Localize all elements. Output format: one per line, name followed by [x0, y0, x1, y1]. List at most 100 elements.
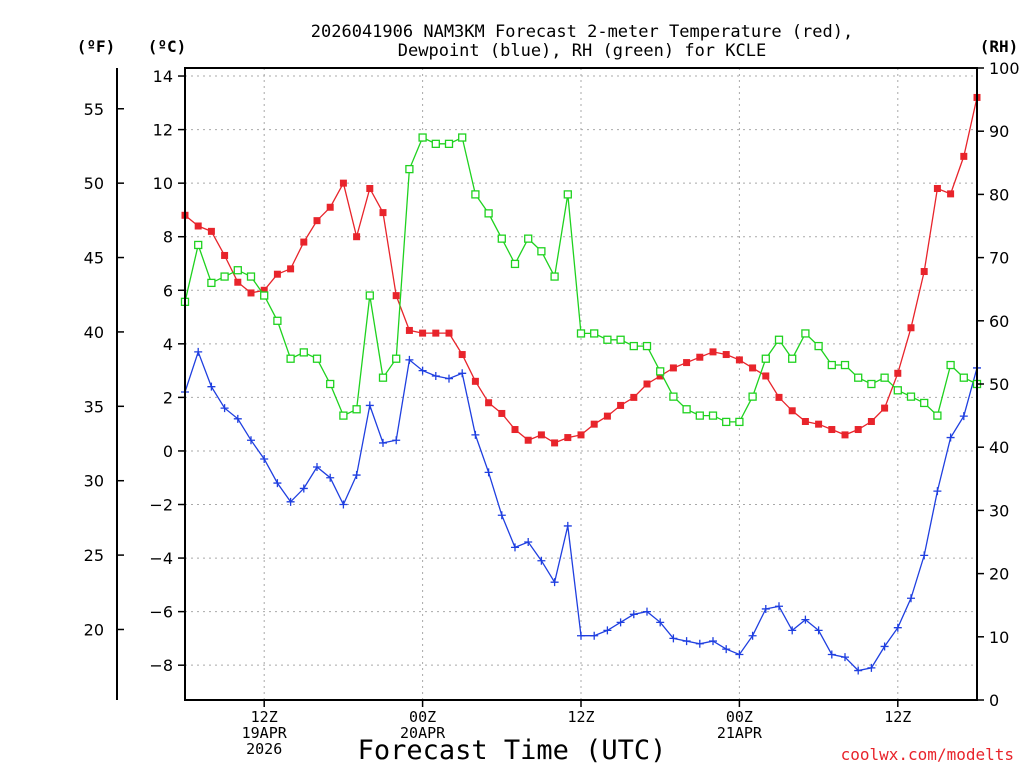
2-meter-temperature-point — [260, 286, 268, 294]
dewpoint-point — [524, 538, 533, 546]
rh-point — [840, 360, 850, 370]
rh-point — [642, 341, 652, 351]
rh-point — [616, 335, 625, 344]
rh-point — [590, 329, 599, 338]
rh-tick-label: 30 — [989, 501, 1009, 520]
2-meter-temperature-point — [458, 351, 466, 359]
2-meter-temperature-point — [577, 431, 585, 439]
dewpoint-point — [814, 626, 823, 635]
x-tick-label: 21APR — [717, 724, 763, 742]
celsius-tick-label: 8 — [163, 228, 173, 247]
2-meter-temperature-point — [656, 372, 664, 380]
celsius-tick-label: 14 — [153, 67, 173, 86]
2-meter-temperature-point — [353, 233, 361, 241]
dewpoint-point — [365, 401, 374, 410]
rh-point — [563, 190, 572, 199]
2-meter-temperature-point — [247, 289, 255, 297]
2-meter-temperature-point — [815, 420, 823, 428]
dewpoint-point — [458, 369, 467, 378]
dewpoint-point — [445, 374, 453, 383]
dewpoint-point — [933, 487, 942, 496]
grid-lines — [185, 68, 977, 700]
2-meter-temperature-point — [471, 377, 479, 385]
rh-point — [246, 272, 256, 281]
rh-point — [497, 234, 506, 243]
rh-point — [788, 354, 797, 363]
2-meter-temperature-point — [207, 227, 215, 235]
2-meter-temperature-point — [524, 436, 532, 444]
2-meter-temperature-point — [405, 326, 413, 334]
rh-tick-label: 10 — [989, 628, 1009, 647]
2-meter-temperature-point — [907, 324, 915, 332]
2-meter-temperature-point — [234, 278, 242, 286]
2-meter-temperature-point — [564, 434, 572, 442]
dewpoint-point — [946, 433, 955, 442]
2-meter-temperature-point — [722, 351, 730, 359]
rh-point — [405, 164, 414, 174]
rh-point — [695, 411, 704, 420]
rh-point — [893, 386, 902, 395]
dewpoint-point — [273, 479, 282, 488]
rh-point — [880, 373, 889, 382]
rh-point — [603, 335, 612, 344]
celsius-tick-label: 4 — [163, 335, 173, 354]
rh-point — [194, 240, 203, 250]
2-meter-temperature-point — [749, 364, 757, 372]
rh-point — [867, 379, 876, 389]
dewpoint-point — [682, 637, 691, 646]
celsius-tick-label: −4 — [149, 549, 173, 568]
chart-title-line-2: Dewpoint (blue), RH (green) for KCLE — [398, 41, 766, 61]
dewpoint-point — [352, 471, 361, 480]
dewpoint-point — [867, 663, 876, 672]
dewpoint-point — [431, 371, 440, 380]
x-tick-label: 12Z — [884, 708, 911, 726]
fahrenheit-tick-label: 45 — [84, 249, 104, 268]
dewpoint-point — [286, 497, 295, 506]
celsius-tick-label: 12 — [153, 121, 173, 140]
rh-point — [431, 139, 440, 148]
rh-point — [906, 392, 916, 401]
2-meter-temperature-point — [801, 417, 809, 425]
rh-tick-label: 50 — [989, 375, 1009, 394]
dewpoint-point — [220, 404, 229, 413]
2-meter-temperature-point — [828, 426, 836, 434]
rh-tick-label: 20 — [989, 565, 1009, 584]
x-tick-label: 19APR — [242, 724, 288, 742]
dewpoint-point — [801, 615, 810, 624]
rh-point — [656, 367, 665, 376]
dewpoint-point — [603, 626, 612, 635]
dewpoint-point — [735, 650, 744, 659]
rh-point — [761, 354, 770, 363]
2-meter-temperature-point — [735, 356, 743, 364]
dewpoint-point — [313, 463, 321, 472]
rh-point — [576, 329, 586, 338]
x-tick-label: 20APR — [400, 724, 446, 742]
2-meter-temperature-point — [537, 431, 545, 439]
celsius-tick-label: 6 — [163, 281, 173, 300]
dewpoint-point — [418, 366, 427, 375]
2-meter-temperature-point — [300, 238, 308, 246]
credit-text: coolwx.com/modelts — [841, 745, 1014, 764]
dewpoint-point — [484, 468, 493, 477]
rh-tick-label: 60 — [989, 312, 1009, 331]
dewpoint-point — [669, 634, 678, 643]
rh-point — [708, 411, 718, 420]
dewpoint-point — [959, 412, 968, 421]
2-meter-temperature-point — [630, 393, 638, 401]
rh-point — [352, 405, 361, 414]
celsius-tick-label: 0 — [163, 442, 173, 461]
celsius-tick-label: 10 — [153, 174, 173, 193]
2-meter-temperature-point — [432, 329, 440, 337]
rh-point — [524, 234, 533, 243]
2-meter-temperature-point — [643, 380, 651, 388]
2-meter-temperature-point — [960, 152, 968, 160]
celsius-unit-label: (ºC) — [148, 37, 187, 56]
rh-point — [207, 278, 216, 288]
2-meter-temperature-point — [696, 353, 704, 361]
2-meter-temperature-point — [788, 407, 796, 415]
2-meter-temperature-point — [617, 401, 625, 409]
rh-point — [458, 133, 467, 142]
rh-point — [484, 209, 493, 218]
dewpoint-point — [695, 639, 704, 648]
